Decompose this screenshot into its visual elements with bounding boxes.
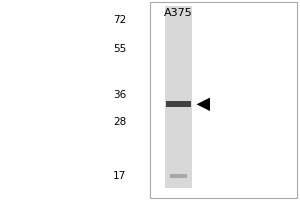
Bar xyxy=(150,2,297,198)
Text: 28: 28 xyxy=(113,117,126,127)
Text: 36: 36 xyxy=(113,90,126,100)
Bar xyxy=(170,174,187,178)
Text: 72: 72 xyxy=(113,15,126,25)
Bar xyxy=(166,101,191,107)
Text: 17: 17 xyxy=(113,171,126,181)
Bar xyxy=(165,6,192,188)
Text: 55: 55 xyxy=(113,44,126,54)
Polygon shape xyxy=(196,98,210,111)
Text: A375: A375 xyxy=(164,8,193,18)
